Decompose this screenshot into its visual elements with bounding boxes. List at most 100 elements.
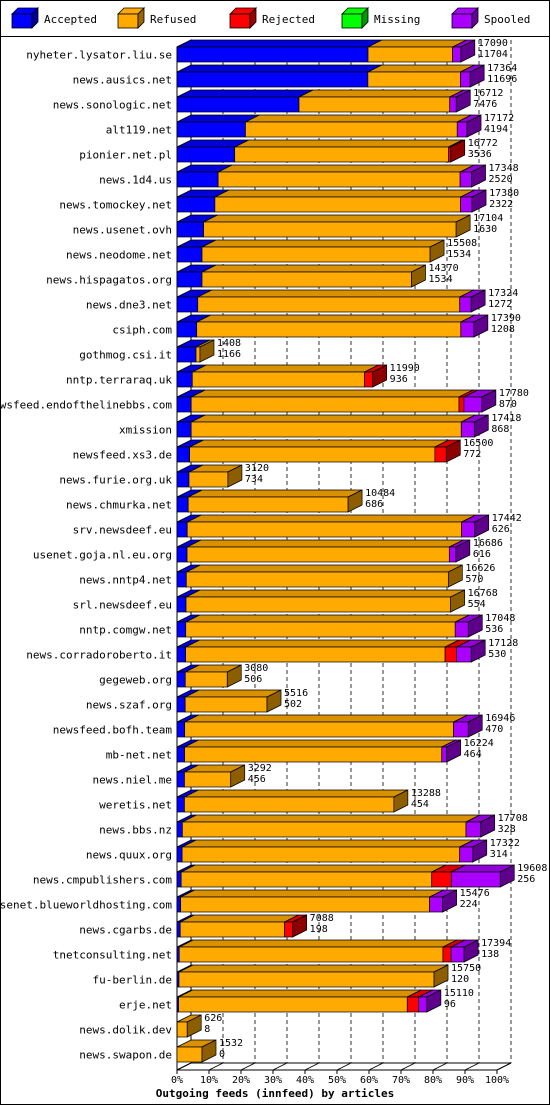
row-news-corradoroberto-it [176,639,486,663]
bar-end-face [455,89,471,113]
accepted-value-label: 686 [365,499,383,510]
accepted-value-label: 1272 [488,299,512,310]
accepted-value-label: 616 [473,549,491,560]
x-tick-label: 0% [171,1075,183,1086]
floor-grid-line [464,1062,480,1071]
accepted-value-label: 120 [451,974,469,985]
offered-value-label: 15110 [444,988,474,999]
row-xmission [176,414,489,438]
bar-end-face [393,789,409,813]
accepted-value-label: 530 [488,649,506,660]
offered-value-label: 19608 [517,863,547,874]
row-nntp-comgw-net [176,614,483,638]
row-mb-net-net [176,739,462,763]
offered-value-label: 17048 [485,613,515,624]
row-nntp-terraraq-uk [176,364,388,388]
plot-area [176,39,515,1071]
legend-label-refused: Refused [150,13,196,26]
row-news-cgarbs-de [176,914,308,938]
bar-segment-accepted [176,739,199,763]
bar-segment-refused [190,389,474,413]
host-label: news.ausics.net [73,74,172,87]
host-label: news.chmurka.net [66,499,172,512]
bar-end-face [226,664,242,688]
accepted-value-label: 7476 [473,99,497,110]
bar-segment-refused [178,939,458,963]
accepted-value-label: 868 [491,424,509,435]
floor-grid-line [208,1062,224,1071]
accepted-value-label: 198 [310,924,328,935]
accepted-value-label: 1630 [473,224,497,235]
offered-value-label: 16772 [468,138,498,149]
bar-segment-refused [180,864,446,888]
offered-value-label: 17780 [499,388,529,399]
host-label: news.furie.org.uk [59,474,172,487]
bar-segment-accepted [176,389,206,413]
bar-end-face [450,589,466,613]
bar-segment-refused [187,489,363,513]
legend-swatch-rejected [229,7,257,29]
host-label: news.quux.org [86,849,172,862]
x-tick-label: 20% [232,1075,250,1086]
bar-end-face [467,614,483,638]
accepted-value-label: 2520 [489,174,513,185]
host-label: news.neodome.net [66,249,172,262]
bar-end-face [471,164,486,188]
bar-end-face [473,414,489,438]
host-label: srl.newsdeef.eu [73,599,172,612]
accepted-value-label: 96 [444,999,456,1010]
bar-end-face [445,439,461,463]
host-label: xmission [119,424,172,437]
bar-segment-refused [189,439,450,463]
bar-segment-refused [184,789,409,813]
bar-segment-spooled [461,514,489,538]
host-label: news.niel.me [93,774,172,787]
accepted-value-label: 4194 [484,124,508,135]
host-label: news.dolik.dev [79,1024,172,1037]
offered-value-label: 17380 [489,188,519,199]
offered-value-label: 17324 [488,288,518,299]
bar-segment-refused [234,139,463,163]
bar-segment-refused [185,614,470,638]
accepted-value-label: 328 [498,824,516,835]
bar-end-face [470,289,486,313]
host-label: csiph.com [112,324,172,337]
offered-value-label: 17390 [491,313,521,324]
legend-label-spooled: Spooled [484,13,530,26]
bar-end-face [433,964,449,988]
offered-value-label: 17364 [487,63,517,74]
legend-label-accepted: Accepted [44,13,97,26]
host-label: pionier.net.pl [79,149,172,162]
bar-end-face [230,764,246,788]
x-tick-label: 100% [485,1075,509,1086]
accepted-value-label: 1534 [447,249,471,260]
bar-end-face [442,889,457,913]
offered-value-label: 11990 [390,363,420,374]
row-news-chmurka-net [176,489,363,513]
floor-grid-line [432,1062,448,1071]
host-label: news.cmpublishers.com [33,874,172,887]
row-newsfeed-xs3-de [176,439,461,463]
floor-grid-line [240,1062,256,1071]
host-label: news.nntp4.net [79,574,172,587]
row-news-usenet-ovh [176,214,471,238]
accepted-value-label: 506 [244,674,262,685]
x-tick-label: 10% [200,1075,218,1086]
bar-segment-refused [185,564,463,588]
host-label: fu-berlin.de [93,974,172,987]
bar-segment-refused [185,589,465,613]
accepted-value-label: 0 [219,1049,225,1060]
host-label: news.tomockey.net [59,199,172,212]
host-label: news.szaf.org [86,699,172,712]
offered-value-label: 3120 [245,463,269,474]
legend-label-rejected: Rejected [262,13,315,26]
host-label: usenet.blueworldhosting.com [0,899,172,912]
offered-value-label: 16712 [473,88,503,99]
bar-segment-refused [181,839,474,863]
bar-end-face [411,264,426,288]
host-label: erje.net [119,999,172,1012]
bar-segment-spooled [456,639,486,663]
offered-value-label: 16686 [473,538,503,549]
host-label: mb-net.net [106,749,172,762]
bar-end-face [446,739,462,763]
